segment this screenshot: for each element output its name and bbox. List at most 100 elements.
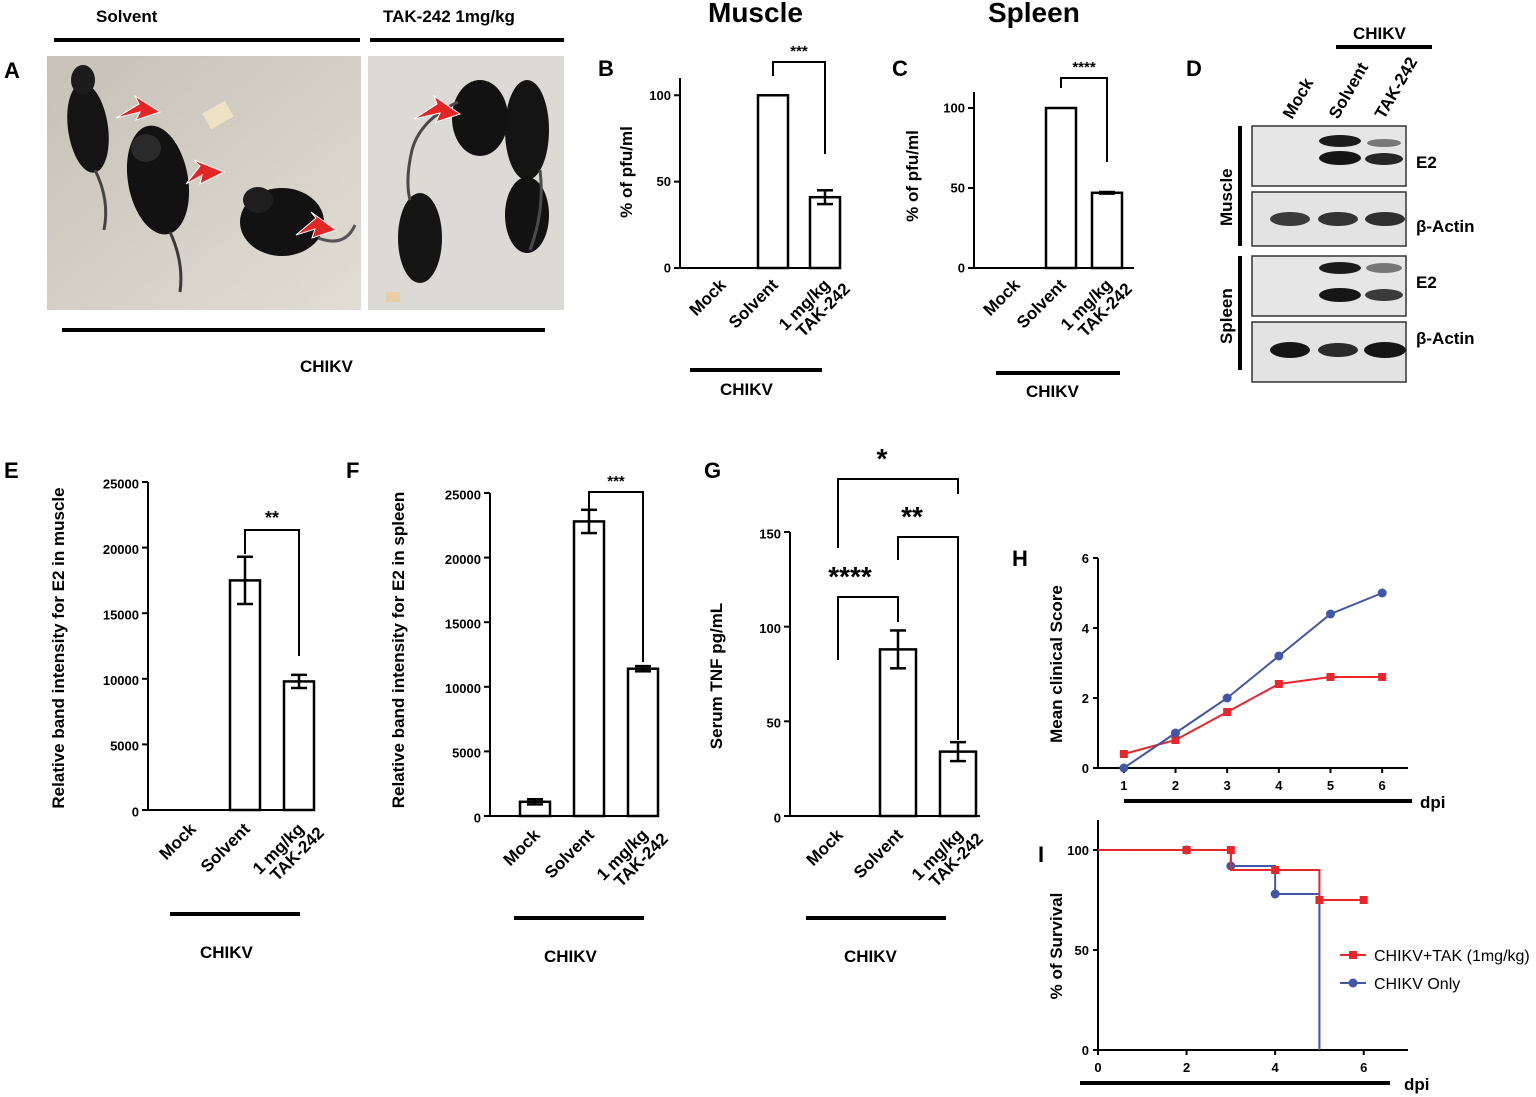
y-tick-label: 100 <box>943 101 965 116</box>
mouse-head <box>71 65 95 95</box>
data-point <box>1119 763 1129 773</box>
data-point <box>1378 673 1387 681</box>
solvent-group-label: Solvent <box>96 7 158 26</box>
mouse-body <box>67 83 109 173</box>
series-line <box>1123 592 1383 769</box>
y-tick-label: 0 <box>664 261 671 276</box>
sig-bracket <box>588 491 644 662</box>
group-label: CHIKV <box>1026 382 1080 401</box>
panel-b-title: Muscle <box>708 0 803 28</box>
y-tick-label: 0 <box>1082 761 1089 776</box>
chart-f: 0 5000 10000 15000 20000 25000 Relative band i… <box>389 473 672 966</box>
data-point <box>1271 866 1280 874</box>
lane-label-solvent: Solvent <box>1325 59 1372 122</box>
mouse-head <box>131 134 161 162</box>
chart-i: 0 50 100 0 2 4 6 dpi % of Survival CHIKV+TAK (1mg… <box>1047 820 1530 1094</box>
x-tick-label: 2 <box>1183 1060 1190 1075</box>
legend-label: CHIKV Only <box>1374 976 1460 993</box>
y-tick-label: 100 <box>759 621 781 636</box>
group-label: CHIKV <box>844 947 898 966</box>
red-arrow-icon <box>185 159 226 185</box>
data-point <box>1359 896 1368 904</box>
photo-solvent-mice <box>47 56 361 310</box>
x-tick-label: 5 <box>1327 778 1334 793</box>
y-tick-label: 4 <box>1082 621 1090 636</box>
x-tick-label: 4 <box>1272 1060 1280 1075</box>
red-arrow-icon <box>295 211 338 239</box>
y-tick-label: 5000 <box>110 739 139 754</box>
x-tick-label: 0 <box>1094 1060 1101 1075</box>
sig-label: ** <box>901 501 923 532</box>
blot-muscle-actin <box>1251 191 1407 247</box>
x-tick-label: 4 <box>1275 778 1283 793</box>
data-point <box>1274 651 1284 661</box>
chart-e: 0 5000 10000 15000 20000 25000 Relative band i… <box>49 476 328 962</box>
y-axis-label: % of pfu/ml <box>617 126 636 218</box>
sig-label: * <box>877 443 888 474</box>
panel-letter-a: A <box>4 58 20 83</box>
band <box>1364 342 1406 358</box>
category-label: Solvent <box>541 825 598 882</box>
y-tick-label: 6 <box>1082 551 1089 566</box>
red-arrow-icon <box>115 94 162 121</box>
legend-marker <box>1348 978 1358 988</box>
bar <box>878 648 918 818</box>
x-tick-label: 6 <box>1360 1060 1367 1075</box>
y-tick-label: 10000 <box>103 673 139 688</box>
lane-label-tak242: TAK-242 <box>1371 54 1421 122</box>
chart-h: 0 2 4 6 1 2 3 4 5 6 dpi Mean clinical Score <box>1047 551 1446 812</box>
panel-c-title: Spleen <box>988 0 1080 28</box>
bar <box>1090 191 1124 270</box>
y-tick-label: 100 <box>649 88 671 103</box>
panel-letter-h: H <box>1012 546 1028 571</box>
band <box>1365 289 1403 301</box>
panel-d: D CHIKV Mock Solvent TAK-242 Muscle Sple… <box>1186 24 1475 383</box>
band <box>1319 135 1361 147</box>
panel-letter-b: B <box>598 56 614 81</box>
band <box>1319 288 1361 302</box>
x-axis-label: dpi <box>1404 1075 1430 1094</box>
mouse-tail <box>317 224 357 243</box>
panel-letter-e: E <box>4 458 19 483</box>
bar <box>282 680 316 812</box>
y-axis-label: Mean clinical Score <box>1047 585 1066 743</box>
food-pellet <box>202 100 234 130</box>
sig-label: *** <box>607 473 625 490</box>
sig-bracket <box>772 61 826 154</box>
blot-chikv-label: CHIKV <box>1353 24 1407 43</box>
category-label: Mock <box>803 825 848 870</box>
band <box>1319 151 1361 165</box>
tissue-label-spleen: Spleen <box>1217 288 1236 344</box>
blot-muscle-e2 <box>1251 125 1407 187</box>
data-point <box>1182 846 1191 854</box>
data-point <box>1223 708 1232 716</box>
series-line <box>1123 676 1383 755</box>
mouse-body <box>452 80 508 156</box>
data-point <box>1315 896 1324 904</box>
tissue-label-muscle: Muscle <box>1217 168 1236 226</box>
bar <box>756 94 790 270</box>
y-tick-label: 50 <box>767 716 781 731</box>
band-label-actin-spleen: β-Actin <box>1416 329 1475 348</box>
band <box>1365 153 1403 165</box>
data-point <box>1274 680 1283 688</box>
y-tick-label: 0 <box>774 810 781 825</box>
photo-tak242-mice <box>368 56 564 310</box>
band-label-actin-muscle: β-Actin <box>1416 217 1475 236</box>
y-axis-label: Relative band intensity for E2 in spleen <box>389 492 408 808</box>
survival-curve <box>1098 849 1321 1050</box>
y-tick-label: 0 <box>132 804 139 819</box>
legend-label: CHIKV+TAK (1mg/kg) <box>1374 948 1530 965</box>
food-pellet <box>386 292 400 302</box>
y-tick-label: 15000 <box>445 617 481 632</box>
blot-spleen-e2 <box>1251 255 1407 317</box>
data-point <box>1270 889 1280 899</box>
category-label: Mock <box>156 819 201 864</box>
sig-bracket <box>244 529 300 656</box>
sig-bracket <box>1060 77 1108 162</box>
